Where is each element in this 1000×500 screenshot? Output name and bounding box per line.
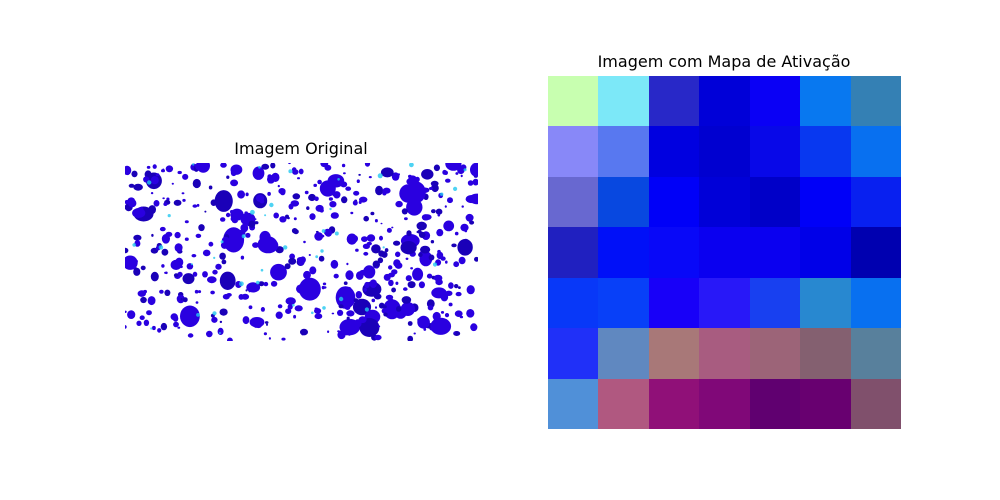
heatmap-cell-r3-c4: [749, 227, 801, 278]
original-image-title: Imagem Original: [234, 139, 368, 158]
heatmap-cell-r3-c5: [800, 227, 851, 278]
activation-heatmap: [548, 76, 901, 429]
original-image: [125, 163, 478, 341]
heatmap-cell-r5-c3: [699, 328, 750, 379]
heatmap-cell-r1-c6: [850, 126, 901, 177]
heatmap-cell-r0-c0: [548, 76, 599, 127]
heatmap-cell-r3-c1: [598, 227, 649, 278]
heatmap-cell-r2-c1: [598, 176, 649, 228]
heatmap-cell-r4-c1: [598, 277, 649, 329]
heatmap-cell-r6-c0: [548, 378, 599, 429]
heatmap-cell-r5-c0: [548, 328, 599, 379]
heatmap-cell-r6-c3: [699, 378, 750, 429]
heatmap-cell-r0-c4: [749, 76, 801, 127]
heatmap-cell-r6-c5: [800, 378, 851, 429]
heatmap-cell-r1-c1: [598, 126, 649, 177]
heatmap-cell-r2-c0: [548, 176, 599, 228]
heatmap-cell-r1-c0: [548, 126, 599, 177]
heatmap-cell-r4-c0: [548, 277, 599, 329]
heatmap-cell-r1-c5: [800, 126, 851, 177]
heatmap-cell-r0-c5: [800, 76, 851, 127]
heatmap-cell-r2-c2: [648, 176, 700, 228]
heatmap-cell-r6-c4: [749, 378, 801, 429]
heatmap-cell-r0-c6: [850, 76, 901, 127]
heatmap-cell-r0-c1: [598, 76, 649, 127]
heatmap-cell-r4-c6: [850, 277, 901, 329]
heatmap-cell-r3-c2: [648, 227, 700, 278]
heatmap-cell-r1-c2: [648, 126, 700, 177]
heatmap-cell-r0-c2: [648, 76, 700, 127]
heatmap-cell-r6-c6: [850, 378, 901, 429]
heatmap-cell-r6-c2: [648, 378, 700, 429]
heatmap-cell-r3-c0: [548, 227, 599, 278]
heatmap-cell-r6-c1: [598, 378, 649, 429]
heatmap-cell-r3-c6: [850, 227, 901, 278]
heatmap-cell-r5-c6: [850, 328, 901, 379]
heatmap-cell-r5-c1: [598, 328, 649, 379]
heatmap-cell-r5-c2: [648, 328, 700, 379]
heatmap-cell-r4-c2: [648, 277, 700, 329]
heatmap-cell-r2-c5: [800, 176, 851, 228]
heatmap-cell-r3-c3: [699, 227, 750, 278]
heatmap-cell-r1-c3: [699, 126, 750, 177]
heatmap-cell-r0-c3: [699, 76, 750, 127]
heatmap-cell-r4-c4: [749, 277, 801, 329]
heatmap-cell-r4-c5: [800, 277, 851, 329]
heatmap-cell-r1-c4: [749, 126, 801, 177]
blob-particles: [125, 163, 478, 341]
heatmap-cell-r2-c4: [749, 176, 801, 228]
heatmap-cell-r4-c3: [699, 277, 750, 329]
activation-map-title: Imagem com Mapa de Ativação: [597, 52, 851, 71]
heatmap-cell-r5-c4: [749, 328, 801, 379]
heatmap-cell-r2-c6: [850, 176, 901, 228]
heatmap-cell-r5-c5: [800, 328, 851, 379]
heatmap-cell-r2-c3: [699, 176, 750, 228]
